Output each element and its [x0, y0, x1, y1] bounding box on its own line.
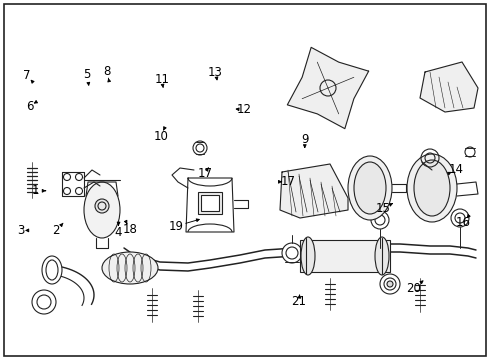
Text: 2: 2 — [52, 224, 60, 237]
Circle shape — [193, 141, 207, 155]
Ellipse shape — [84, 182, 120, 238]
Text: 12: 12 — [237, 103, 251, 116]
Circle shape — [371, 211, 389, 229]
Text: 6: 6 — [25, 100, 33, 113]
Ellipse shape — [407, 154, 457, 222]
Text: 8: 8 — [103, 65, 111, 78]
Text: 9: 9 — [301, 133, 309, 146]
Text: 17: 17 — [281, 175, 295, 188]
Text: 10: 10 — [153, 130, 168, 143]
Polygon shape — [420, 62, 478, 112]
Text: 13: 13 — [208, 66, 223, 78]
Text: 7: 7 — [23, 69, 31, 82]
Circle shape — [282, 243, 302, 263]
Circle shape — [451, 209, 469, 227]
Text: 15: 15 — [376, 202, 391, 215]
Text: 20: 20 — [407, 282, 421, 294]
Text: 19: 19 — [169, 220, 184, 233]
Ellipse shape — [301, 237, 315, 275]
Text: 18: 18 — [122, 223, 137, 236]
Polygon shape — [287, 48, 368, 129]
Text: 11: 11 — [154, 73, 169, 86]
Text: 5: 5 — [83, 68, 91, 81]
Text: 1: 1 — [32, 184, 40, 197]
Bar — [201, 195, 219, 211]
Circle shape — [387, 281, 393, 287]
Circle shape — [380, 274, 400, 294]
Ellipse shape — [42, 256, 62, 284]
Ellipse shape — [414, 160, 450, 216]
Text: 16: 16 — [456, 216, 470, 229]
Ellipse shape — [348, 156, 392, 220]
Text: 21: 21 — [292, 295, 306, 308]
Bar — [198, 192, 222, 214]
Polygon shape — [280, 164, 348, 218]
Text: 4: 4 — [115, 226, 122, 239]
Text: 14: 14 — [448, 163, 463, 176]
Ellipse shape — [102, 252, 158, 284]
Circle shape — [95, 199, 109, 213]
Bar — [300, 240, 390, 272]
Circle shape — [32, 290, 56, 314]
Text: 3: 3 — [17, 224, 24, 237]
Ellipse shape — [354, 162, 386, 214]
Ellipse shape — [375, 237, 389, 275]
Text: 17: 17 — [197, 167, 212, 180]
